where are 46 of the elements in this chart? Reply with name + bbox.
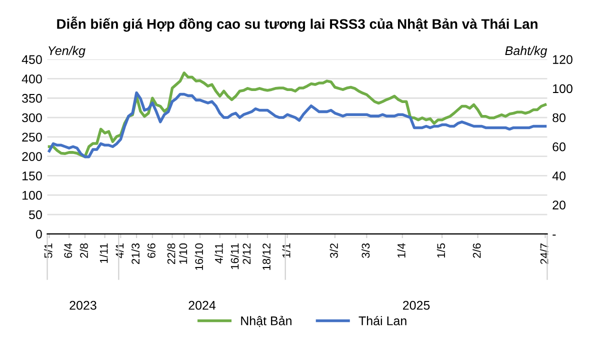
y-tick-label: 150: [22, 172, 42, 180]
legend-label: Thái Lan: [358, 316, 406, 326]
y2-tick-label: 40: [552, 172, 566, 180]
text: 2024: [188, 300, 216, 310]
y-tick-label: 350: [22, 94, 42, 103]
y2-tick-label: 100: [553, 84, 572, 94]
x-tick-label: 1/5: [436, 243, 446, 258]
x-tick-label: 2/6: [472, 243, 481, 258]
y-tick-label: 450: [22, 55, 42, 64]
y-tick-label: 400: [22, 74, 42, 84]
x-tick-label: 16/10: [194, 243, 204, 270]
y2-tick-label: 60: [552, 142, 566, 152]
x-tick-label: 6/4: [64, 243, 72, 258]
line-series: [48, 72, 547, 158]
line-series: [48, 91, 547, 158]
x-tick-label: 4/11: [214, 243, 223, 264]
y2-tick-label: 20: [552, 200, 566, 210]
y-tick-label: 200: [22, 152, 42, 161]
x-tick-label: 18/12: [262, 243, 270, 270]
text: 2023: [70, 300, 96, 310]
text: 2025: [403, 300, 430, 310]
legend-label: Nhật Bản: [241, 316, 292, 328]
x-tick-label: 3/3: [362, 243, 370, 258]
x-tick-label: 3/2: [330, 243, 338, 258]
x-tick-label: 5/1: [44, 243, 52, 258]
x-tick-label: 6/6: [147, 243, 156, 258]
y-axis-title: Yen/kg: [48, 46, 86, 58]
y2-tick-label: 80: [552, 113, 566, 122]
y2-tick-label: 120: [553, 55, 572, 64]
y2-axis-title: Baht/kg: [505, 46, 548, 58]
x-tick-label: 1/10: [178, 243, 188, 264]
y-tick-label: 300: [22, 113, 42, 122]
x-tick-label: 24/7: [540, 243, 548, 264]
x-tick-label: 21/3: [131, 243, 140, 264]
y2-tick-label: -: [552, 234, 556, 236]
x-tick-label: 1/11: [100, 243, 108, 263]
x-tick-label: 22/8: [167, 243, 176, 264]
x-tick-label: 2/12: [242, 243, 251, 264]
x-tick-label: 2/8: [80, 243, 88, 258]
y-tick-label: 250: [22, 132, 42, 142]
x-tick-label: 16/11: [230, 243, 239, 270]
y-tick-label: 50: [29, 210, 42, 220]
y-tick-label: 100: [22, 190, 42, 200]
x-tick-label: 1/4: [397, 243, 406, 258]
y-tick-label: 0: [36, 230, 42, 239]
chart-title: Diễn biến giá Hợp đồng cao su tương lai RSS3 của Nhật Bản và Thái Lan: [57, 16, 538, 32]
